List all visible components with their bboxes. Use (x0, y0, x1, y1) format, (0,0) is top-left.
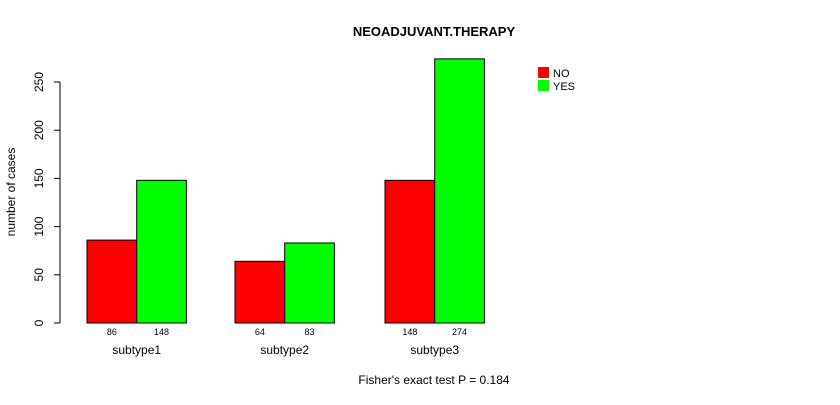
legend-swatch-no (538, 67, 549, 78)
y-tick-label: 200 (32, 120, 46, 140)
chart-title: NEOADJUVANT.THERAPY (353, 24, 516, 39)
y-axis-label: number of cases (4, 148, 18, 237)
bar-value-label: 274 (452, 327, 467, 337)
y-tick-label: 100 (32, 216, 46, 236)
legend-label-no: NO (553, 68, 570, 80)
y-tick-label: 150 (32, 168, 46, 188)
bar-subtype2-yes (284, 242, 335, 324)
y-tick-label: 50 (32, 268, 46, 282)
bar-value-label: 83 (305, 327, 315, 337)
bar-subtype3-yes (434, 58, 485, 324)
fisher-test-annotation: Fisher's exact test P = 0.184 (358, 373, 509, 387)
x-category-label: subtype1 (112, 343, 161, 357)
y-axis: 0 50 100 150 200 250 (32, 72, 61, 326)
bar-subtype3-no (384, 179, 436, 324)
bar-value-label: 86 (107, 327, 117, 337)
legend-swatch-yes (538, 80, 549, 91)
bar-value-label: 64 (255, 327, 265, 337)
legend-label-yes: YES (553, 81, 575, 93)
bar-subtype1-yes (136, 179, 187, 324)
bars: 86 148 subtype1 64 83 subtype2 148 274 subtype3 (86, 58, 485, 357)
bar-subtype1-no (86, 239, 138, 324)
x-category-label: subtype2 (260, 343, 309, 357)
y-tick-label: 0 (32, 319, 46, 326)
y-tick-label: 250 (32, 72, 46, 92)
bar-value-label: 148 (402, 327, 417, 337)
bar-value-label: 148 (154, 327, 169, 337)
bar-subtype2-no (234, 260, 286, 324)
x-category-label: subtype3 (410, 343, 459, 357)
